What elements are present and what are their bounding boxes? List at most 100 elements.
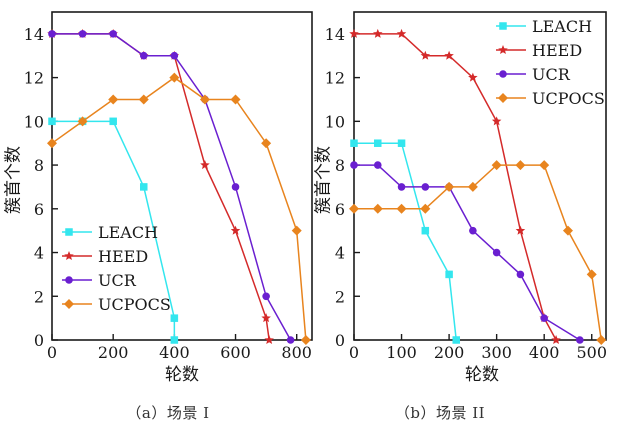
series-line-b-ucr <box>354 164 581 341</box>
y-tick-label-b-3: 6 <box>335 200 345 219</box>
point-b-ucr-5 <box>469 226 477 235</box>
point-b-ucr-9 <box>576 336 584 344</box>
legend-label-a-leach: LEACH <box>98 223 158 242</box>
point-b-ucpocs-7 <box>515 160 526 171</box>
y-axis-title-a: 簇首个数 <box>4 146 24 214</box>
y-tick-label-b-1: 2 <box>335 287 345 306</box>
point-b-leach-4 <box>445 270 453 279</box>
point-a-leach-5 <box>170 336 179 344</box>
point-b-ucpocs-2 <box>396 203 407 214</box>
caption-a: （a）场景 I <box>126 404 209 422</box>
point-a-ucpocs-4 <box>169 72 180 83</box>
legend-label-a-ucpocs: UCPOCS <box>98 295 171 314</box>
plot-frame-a <box>51 11 313 341</box>
point-b-ucpocs-9 <box>562 225 573 236</box>
legend-marker-b-leach <box>499 22 507 30</box>
series-line-a-ucpocs <box>51 76 307 341</box>
point-b-heed-4 <box>444 50 454 60</box>
point-a-ucpocs-0 <box>47 138 57 149</box>
y-tick-label-a-5: 10 <box>24 112 44 131</box>
legend-label-b-ucpocs: UCPOCS <box>532 89 605 108</box>
legend-marker-a-ucpocs <box>64 299 74 309</box>
point-b-heed-2 <box>396 28 407 38</box>
y-tick-label-a-6: 12 <box>24 69 44 88</box>
point-a-ucpocs-3 <box>138 94 149 105</box>
point-b-ucpocs-4 <box>444 181 455 192</box>
point-b-ucr-3 <box>421 183 430 191</box>
x-tick-label-b-4: 400 <box>529 343 560 362</box>
point-a-ucr-4 <box>170 51 179 60</box>
point-a-ucr-0 <box>48 30 56 38</box>
point-a-leach-2 <box>109 117 117 126</box>
y-tick-label-b-0: 0 <box>335 331 345 350</box>
series-line-b-ucpocs <box>354 164 602 341</box>
y-tick-label-a-2: 4 <box>34 244 44 263</box>
point-b-heed-3 <box>420 50 431 60</box>
point-b-ucpocs-5 <box>467 181 478 192</box>
series-line-b-heed <box>354 33 557 341</box>
series-b-leach <box>350 139 460 344</box>
point-b-ucr-1 <box>373 161 382 169</box>
x-tick-label-b-2: 200 <box>434 343 465 362</box>
series-a-ucpocs <box>47 72 311 345</box>
y-tick-label-a-7: 14 <box>24 25 44 44</box>
point-a-ucr-6 <box>231 183 240 191</box>
legend-marker-a-ucr <box>65 276 73 284</box>
point-b-leach-0 <box>350 139 358 147</box>
caption-b: （b）场景 II <box>395 404 485 422</box>
legend-marker-b-heed <box>498 45 508 55</box>
y-tick-label-b-4: 8 <box>335 156 345 175</box>
point-b-leach-5 <box>452 336 460 344</box>
legend-b: LEACH HEED UCR UCPOCS <box>496 17 605 108</box>
legend-marker-b-ucpocs <box>498 93 508 103</box>
point-b-heed-6 <box>491 116 502 126</box>
point-a-leach-4 <box>170 314 179 322</box>
x-axis-title-b: 轮数 <box>465 365 499 385</box>
x-tick-label-b-1: 100 <box>386 343 417 362</box>
y-tick-label-b-7: 14 <box>325 25 345 44</box>
point-a-leach-0 <box>48 117 56 126</box>
y-tick-label-b-5: 10 <box>325 112 345 131</box>
y-tick-label-a-1: 2 <box>34 287 44 306</box>
legend-label-a-ucr: UCR <box>98 271 137 290</box>
point-b-ucr-2 <box>397 183 406 191</box>
point-a-ucpocs-1 <box>77 116 88 127</box>
point-a-ucr-7 <box>262 292 270 301</box>
point-a-heed-6 <box>230 225 241 235</box>
point-a-ucpocs-6 <box>230 94 241 105</box>
point-a-ucr-3 <box>139 51 148 60</box>
point-b-leach-2 <box>397 139 406 147</box>
point-a-heed-5 <box>200 160 210 170</box>
point-a-ucr-1 <box>78 30 87 38</box>
point-b-ucpocs-8 <box>539 160 550 171</box>
point-b-ucr-0 <box>350 161 358 169</box>
point-b-ucr-8 <box>540 314 548 322</box>
point-b-ucpocs-10 <box>586 269 597 280</box>
point-a-ucpocs-2 <box>108 94 119 105</box>
chart-panel-a: 0 200 400 600 800 0 2 4 6 8 10 12 14 轮数 簇首个数 LEACH HEED U… <box>4 11 313 422</box>
series-b-ucr <box>350 161 584 344</box>
legend-label-a-heed: HEED <box>98 247 148 266</box>
point-b-ucpocs-6 <box>491 160 502 171</box>
point-b-ucpocs-0 <box>349 203 359 214</box>
point-a-ucpocs-8 <box>291 225 302 236</box>
y-tick-label-a-4: 8 <box>34 156 44 175</box>
x-tick-label-a-1: 200 <box>98 343 129 362</box>
x-tick-label-b-3: 300 <box>481 343 512 362</box>
legend-marker-a-heed <box>64 251 74 261</box>
plot-frame-b <box>353 11 607 341</box>
point-b-ucpocs-11 <box>596 335 607 345</box>
chart-panel-b: 0 100 200 300 400 500 0 2 4 6 8 10 12 14 轮数 簇首个数 LEACH HE… <box>314 11 607 422</box>
point-b-heed-7 <box>515 225 526 235</box>
x-tick-label-b-5: 500 <box>576 343 607 362</box>
x-tick-label-a-2: 400 <box>159 343 190 362</box>
point-b-ucpocs-1 <box>372 203 383 214</box>
y-tick-label-b-6: 12 <box>325 69 345 88</box>
point-b-ucpocs-3 <box>420 203 431 214</box>
point-a-leach-3 <box>140 183 148 191</box>
point-b-leach-3 <box>421 226 430 235</box>
x-tick-label-b-0: 0 <box>349 343 359 362</box>
legend-a: LEACH HEED UCR UCPOCS <box>62 223 171 314</box>
point-a-heed-8 <box>264 335 274 345</box>
